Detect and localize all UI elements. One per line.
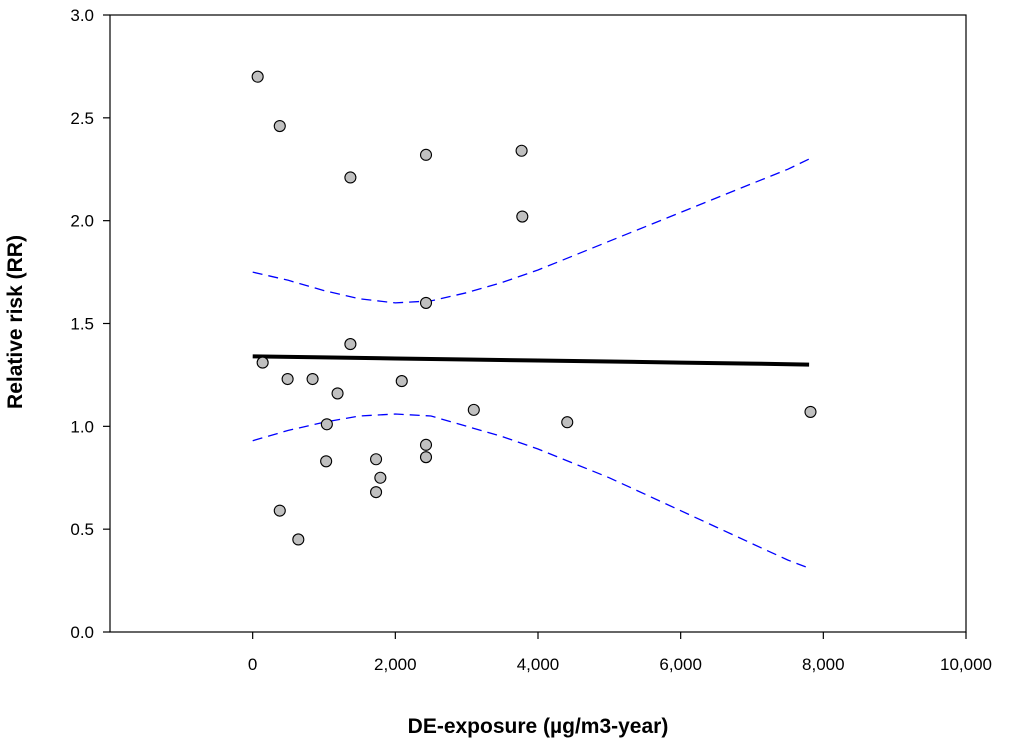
y-tick-label: 0.0 <box>70 623 94 642</box>
y-tick-label: 2.0 <box>70 212 94 231</box>
data-point <box>370 486 383 499</box>
x-tick-label: 4,000 <box>517 655 560 674</box>
data-point <box>320 455 333 468</box>
x-axis-title: DE-exposure (µg/m3-year) <box>408 715 669 738</box>
x-tick-label: 8,000 <box>802 655 845 674</box>
data-point <box>251 70 264 83</box>
upper-ci-line <box>252 158 810 304</box>
plot-border <box>109 14 967 633</box>
data-point <box>374 471 387 484</box>
data-point <box>344 171 357 184</box>
x-tick-label: 10,000 <box>940 655 992 674</box>
data-point <box>467 403 480 416</box>
lower-ci-line <box>252 413 810 569</box>
y-tick-label: 2.5 <box>70 109 94 128</box>
data-point <box>292 533 305 546</box>
fitted-trend-line <box>252 354 810 367</box>
x-tick-label: 6,000 <box>659 655 702 674</box>
plot-frame <box>109 14 967 633</box>
data-point <box>419 148 433 161</box>
data-point <box>331 387 344 400</box>
x-axis-ticks <box>252 632 967 639</box>
series-points <box>251 70 817 546</box>
data-point <box>395 375 408 388</box>
y-axis-ticks <box>103 14 110 633</box>
data-point <box>344 338 357 351</box>
y-axis-title: Relative risk (RR) <box>4 235 27 409</box>
x-tick-label: 2,000 <box>374 655 417 674</box>
data-point <box>273 120 286 133</box>
x-axis-tick-labels: 0 2,000 4,000 6,000 8,000 10,000 <box>248 655 992 674</box>
data-point <box>516 210 529 223</box>
data-point <box>561 416 574 429</box>
data-point <box>419 438 433 451</box>
data-point <box>273 504 286 517</box>
series-lines <box>252 158 810 569</box>
data-point <box>306 372 319 386</box>
data-point <box>320 418 333 431</box>
y-axis-tick-labels: 0.0 0.5 1.0 1.5 2.0 2.5 3.0 <box>70 6 94 642</box>
data-point <box>419 451 433 464</box>
x-tick-label: 0 <box>248 655 257 674</box>
y-tick-label: 1.5 <box>70 315 94 334</box>
data-point <box>281 372 294 386</box>
data-point <box>419 296 433 309</box>
data-point <box>370 453 383 466</box>
data-point <box>515 144 528 157</box>
y-tick-label: 1.0 <box>70 417 94 436</box>
y-tick-label: 0.5 <box>70 520 94 539</box>
data-point <box>256 356 269 369</box>
y-tick-label: 3.0 <box>70 6 94 25</box>
data-point <box>804 405 817 418</box>
